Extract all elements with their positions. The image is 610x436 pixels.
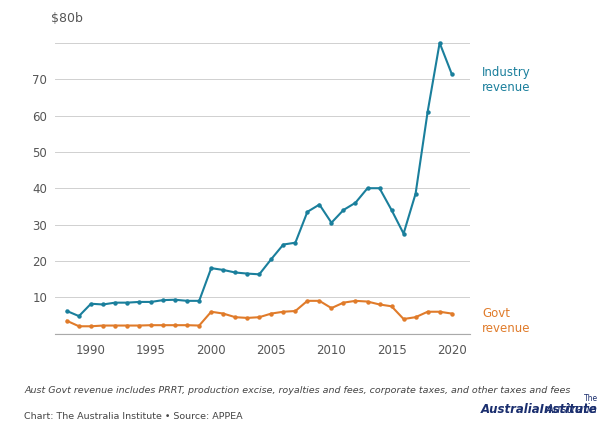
Text: Australia: Australia (546, 403, 598, 416)
Text: AustraliaInstitute: AustraliaInstitute (481, 403, 598, 416)
Text: $80b: $80b (51, 12, 82, 25)
Text: Chart: The Australia Institute • Source: APPEA: Chart: The Australia Institute • Source:… (24, 412, 243, 421)
Text: Govt
revenue: Govt revenue (482, 307, 531, 335)
Text: Industry
revenue: Industry revenue (482, 66, 531, 94)
Text: The: The (584, 394, 598, 403)
Text: Aust Govt revenue includes PRRT, production excise, royalties and fees, corporat: Aust Govt revenue includes PRRT, product… (24, 386, 571, 395)
